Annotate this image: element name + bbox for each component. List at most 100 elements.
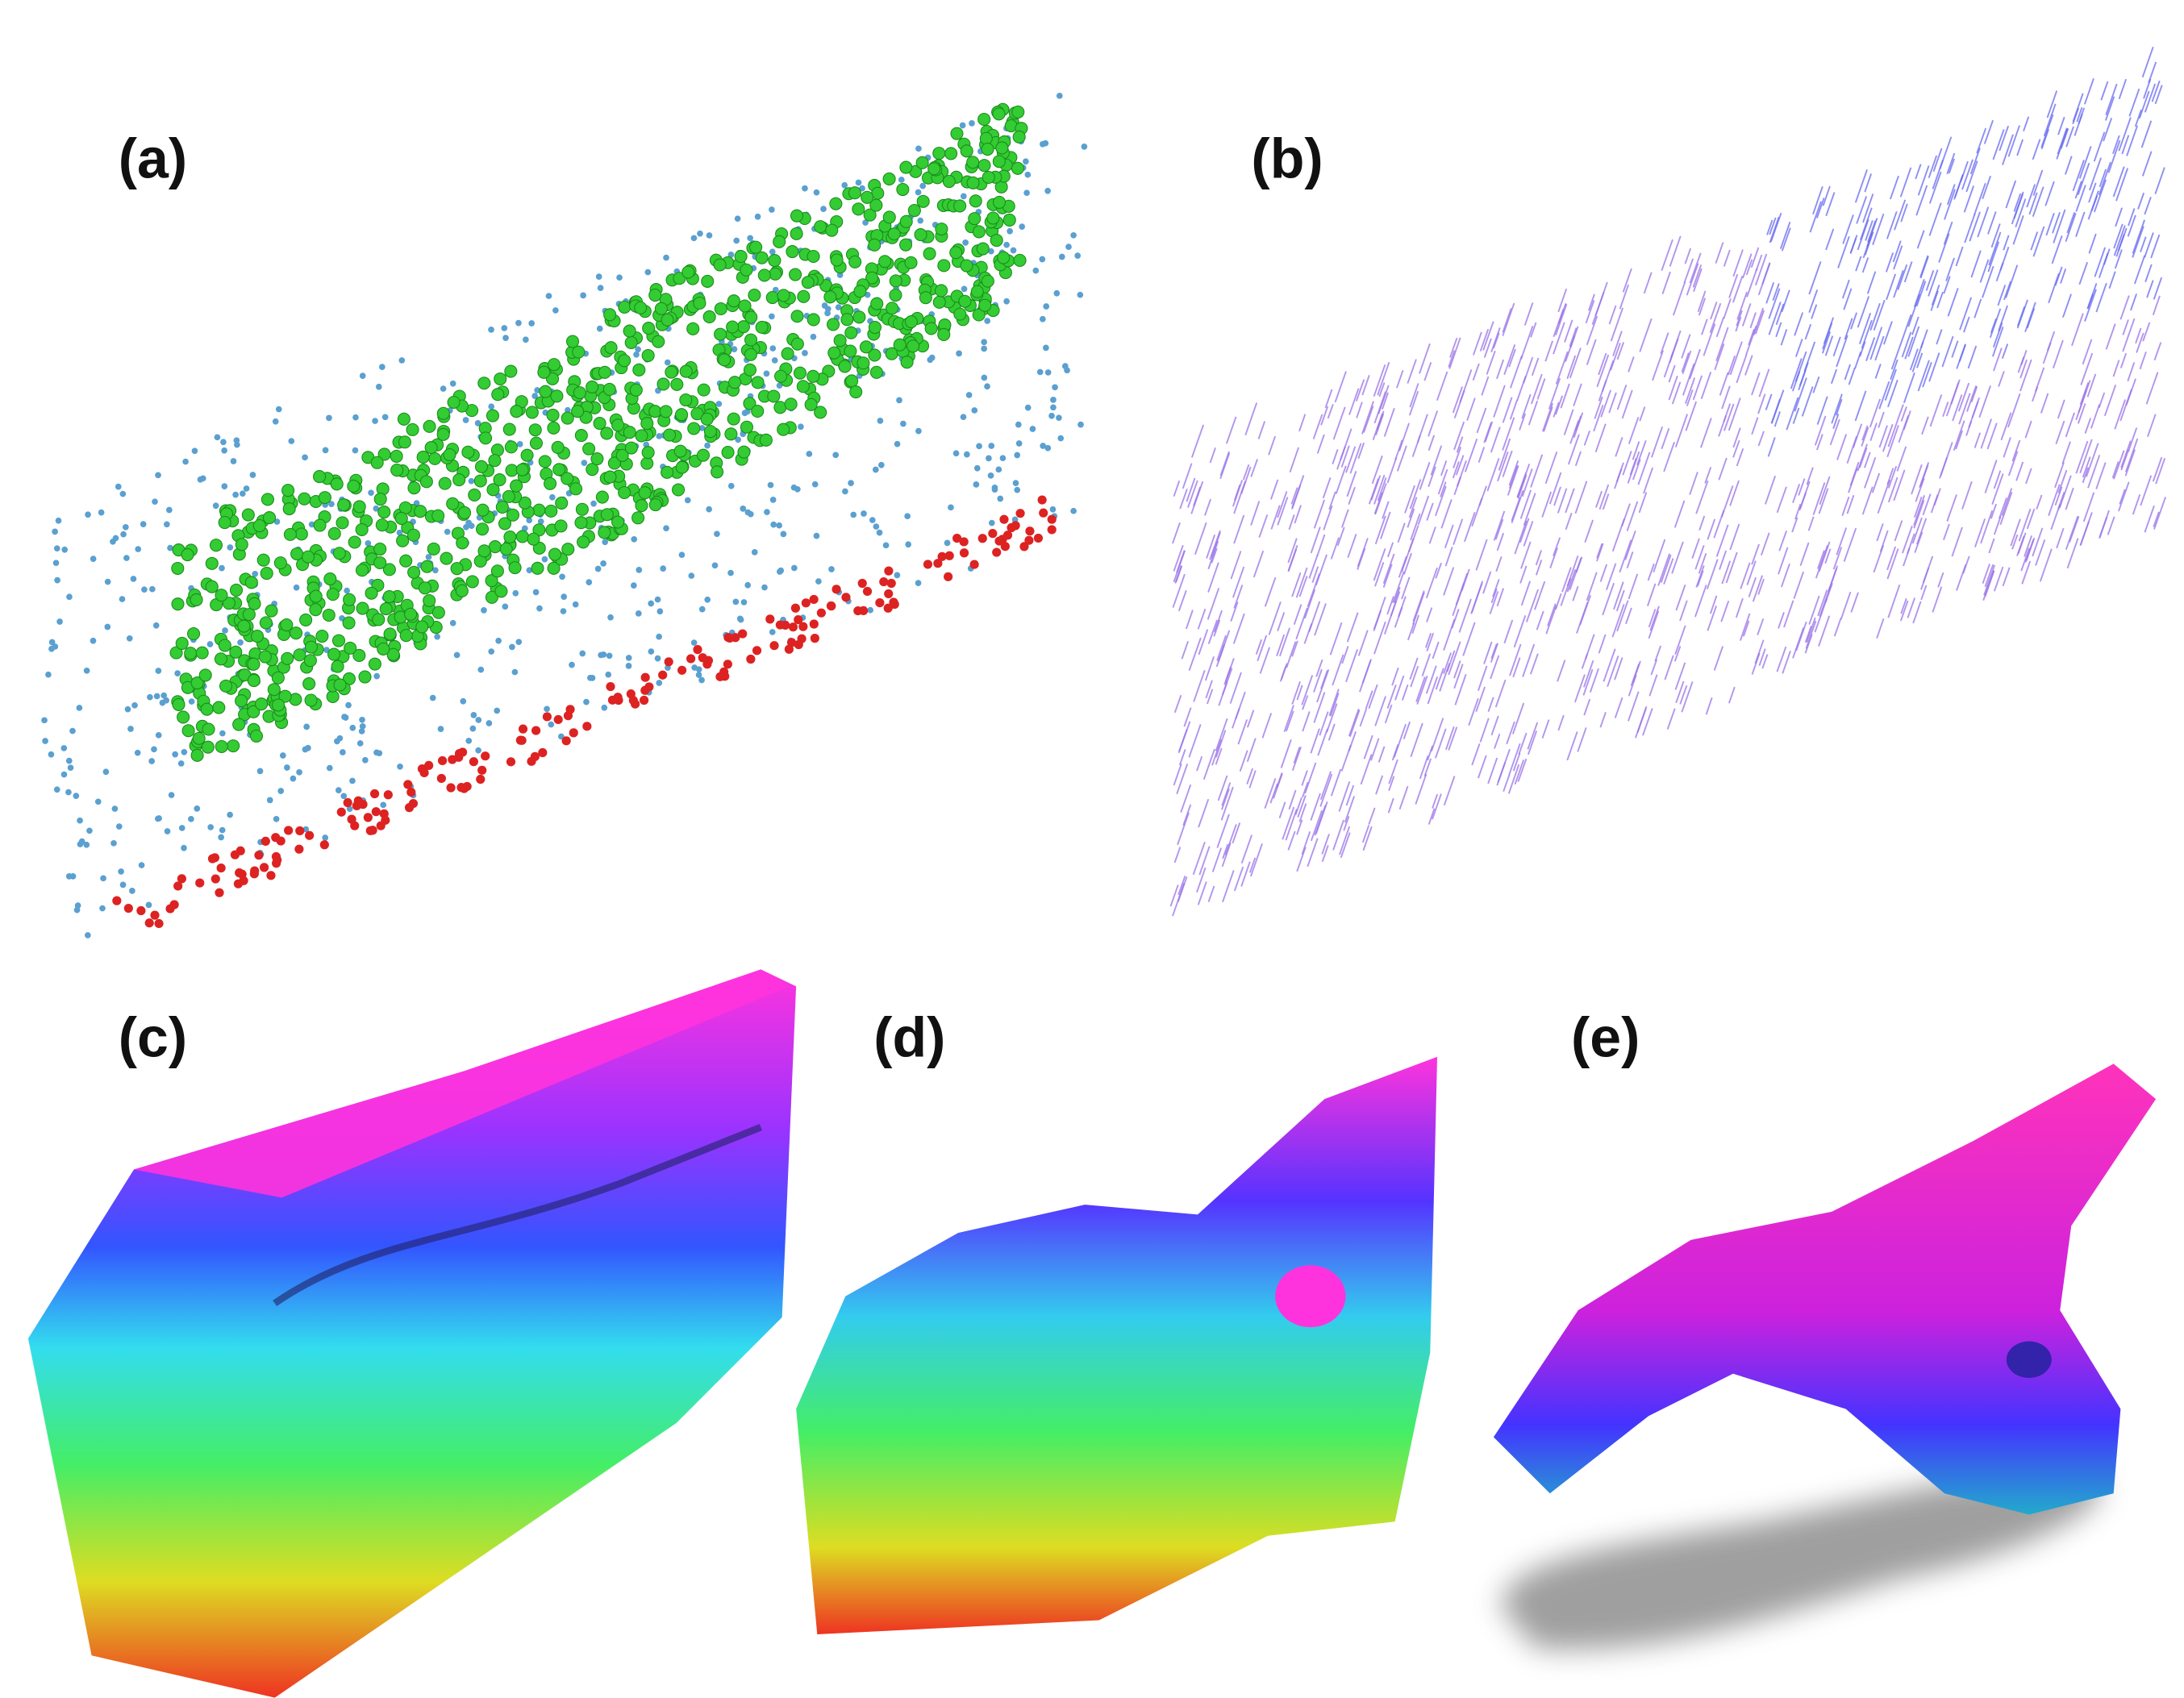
- sample-point: [960, 193, 967, 200]
- vector-stroke: [1961, 159, 1974, 190]
- vector-stroke: [2152, 295, 2161, 315]
- sample-point: [349, 724, 356, 731]
- vector-stroke: [1679, 685, 1688, 705]
- vector-stroke: [1768, 302, 1782, 335]
- vector-stroke: [1502, 417, 1515, 451]
- vector-stroke: [1809, 201, 1822, 233]
- vector-stroke: [1368, 807, 1376, 825]
- boundary-point: [230, 850, 240, 859]
- interior-point: [882, 172, 896, 185]
- vector-stroke: [1812, 482, 1826, 515]
- sample-point: [842, 488, 848, 495]
- sample-point: [352, 414, 359, 421]
- vector-stroke: [2050, 503, 2061, 531]
- interior-point: [486, 409, 499, 422]
- interior-point: [218, 639, 231, 652]
- vector-stroke: [1861, 427, 1869, 447]
- boundary-point: [784, 644, 794, 654]
- vector-stroke: [1409, 479, 1422, 510]
- vector-stroke: [1698, 515, 1706, 531]
- vector-stroke: [1303, 589, 1316, 619]
- vector-stroke: [2142, 322, 2151, 342]
- vector-stroke: [1808, 261, 1822, 295]
- boundary-point: [765, 614, 775, 624]
- interior-point: [326, 689, 340, 704]
- vector-stroke: [1661, 239, 1673, 271]
- vector-stroke: [2132, 493, 2141, 515]
- boundary-point: [1037, 495, 1047, 505]
- vector-stroke: [2025, 468, 2032, 485]
- interior-point: [777, 422, 790, 436]
- vector-stroke: [1494, 679, 1507, 708]
- sample-point: [396, 529, 403, 536]
- vector-stroke: [2077, 162, 2090, 195]
- interior-point: [267, 683, 281, 697]
- interior-point: [976, 242, 990, 256]
- sample-point: [42, 738, 48, 744]
- vector-stroke: [2140, 236, 2147, 252]
- vector-stroke: [1903, 410, 1911, 431]
- vector-stroke: [1685, 401, 1698, 431]
- interior-point: [247, 674, 260, 688]
- interior-point: [477, 544, 491, 558]
- sample-point: [522, 336, 529, 343]
- vector-stroke: [2144, 505, 2155, 533]
- interior-point: [679, 364, 693, 378]
- vector-stroke: [1626, 501, 1639, 531]
- interior-point: [456, 536, 469, 550]
- vector-stroke: [1357, 547, 1366, 570]
- boundary-point: [173, 881, 183, 891]
- vector-stroke: [1268, 601, 1282, 635]
- sample-point: [73, 906, 81, 914]
- sample-point: [60, 745, 68, 751]
- sample-point: [115, 823, 123, 830]
- sample-point: [635, 346, 641, 353]
- vector-stroke: [1315, 554, 1327, 586]
- sample-point: [152, 622, 160, 629]
- vector-stroke: [1553, 322, 1565, 355]
- interior-point: [283, 527, 297, 541]
- vector-stroke: [1751, 417, 1759, 435]
- interior-point: [966, 156, 980, 169]
- vector-stroke: [1861, 425, 1869, 441]
- vector-stroke: [1603, 648, 1616, 682]
- boundary-point: [305, 830, 315, 840]
- interior-point: [235, 694, 248, 708]
- vector-stroke: [1704, 467, 1712, 484]
- vector-stroke: [1736, 310, 1743, 327]
- vector-stroke: [1365, 690, 1373, 710]
- vector-stroke: [1751, 543, 1760, 565]
- sample-point: [252, 570, 259, 577]
- vector-stroke: [1428, 526, 1436, 544]
- vector-stroke: [2043, 103, 2057, 137]
- sample-point: [160, 692, 168, 699]
- interior-point: [838, 360, 852, 373]
- vector-stroke: [1233, 484, 1241, 501]
- interior-point: [171, 597, 185, 611]
- vector-stroke: [1628, 356, 1635, 372]
- vector-stroke: [2137, 192, 2145, 210]
- sample-point: [340, 793, 348, 800]
- boundary-point: [235, 868, 244, 878]
- boundary-point: [454, 748, 465, 759]
- vector-stroke: [1520, 325, 1534, 360]
- vector-stroke: [1683, 258, 1694, 284]
- sample-point: [877, 461, 885, 468]
- interior-point: [755, 251, 769, 264]
- vector-stroke: [1313, 668, 1323, 693]
- vector-stroke: [1332, 406, 1346, 440]
- vector-stroke: [1444, 524, 1454, 548]
- interior-point: [744, 333, 758, 347]
- interior-point: [916, 194, 930, 208]
- vector-stroke: [1204, 656, 1215, 681]
- sample-point: [55, 517, 62, 524]
- vector-stroke: [1313, 499, 1326, 529]
- vector-stroke: [1329, 622, 1343, 655]
- vector-stroke: [1428, 808, 1436, 825]
- interior-point: [769, 267, 782, 281]
- vector-stroke: [1933, 488, 1941, 506]
- panel-label: (a): [119, 127, 187, 190]
- sample-point: [129, 888, 135, 894]
- sample-point: [1077, 291, 1084, 298]
- vector-stroke: [1490, 643, 1498, 660]
